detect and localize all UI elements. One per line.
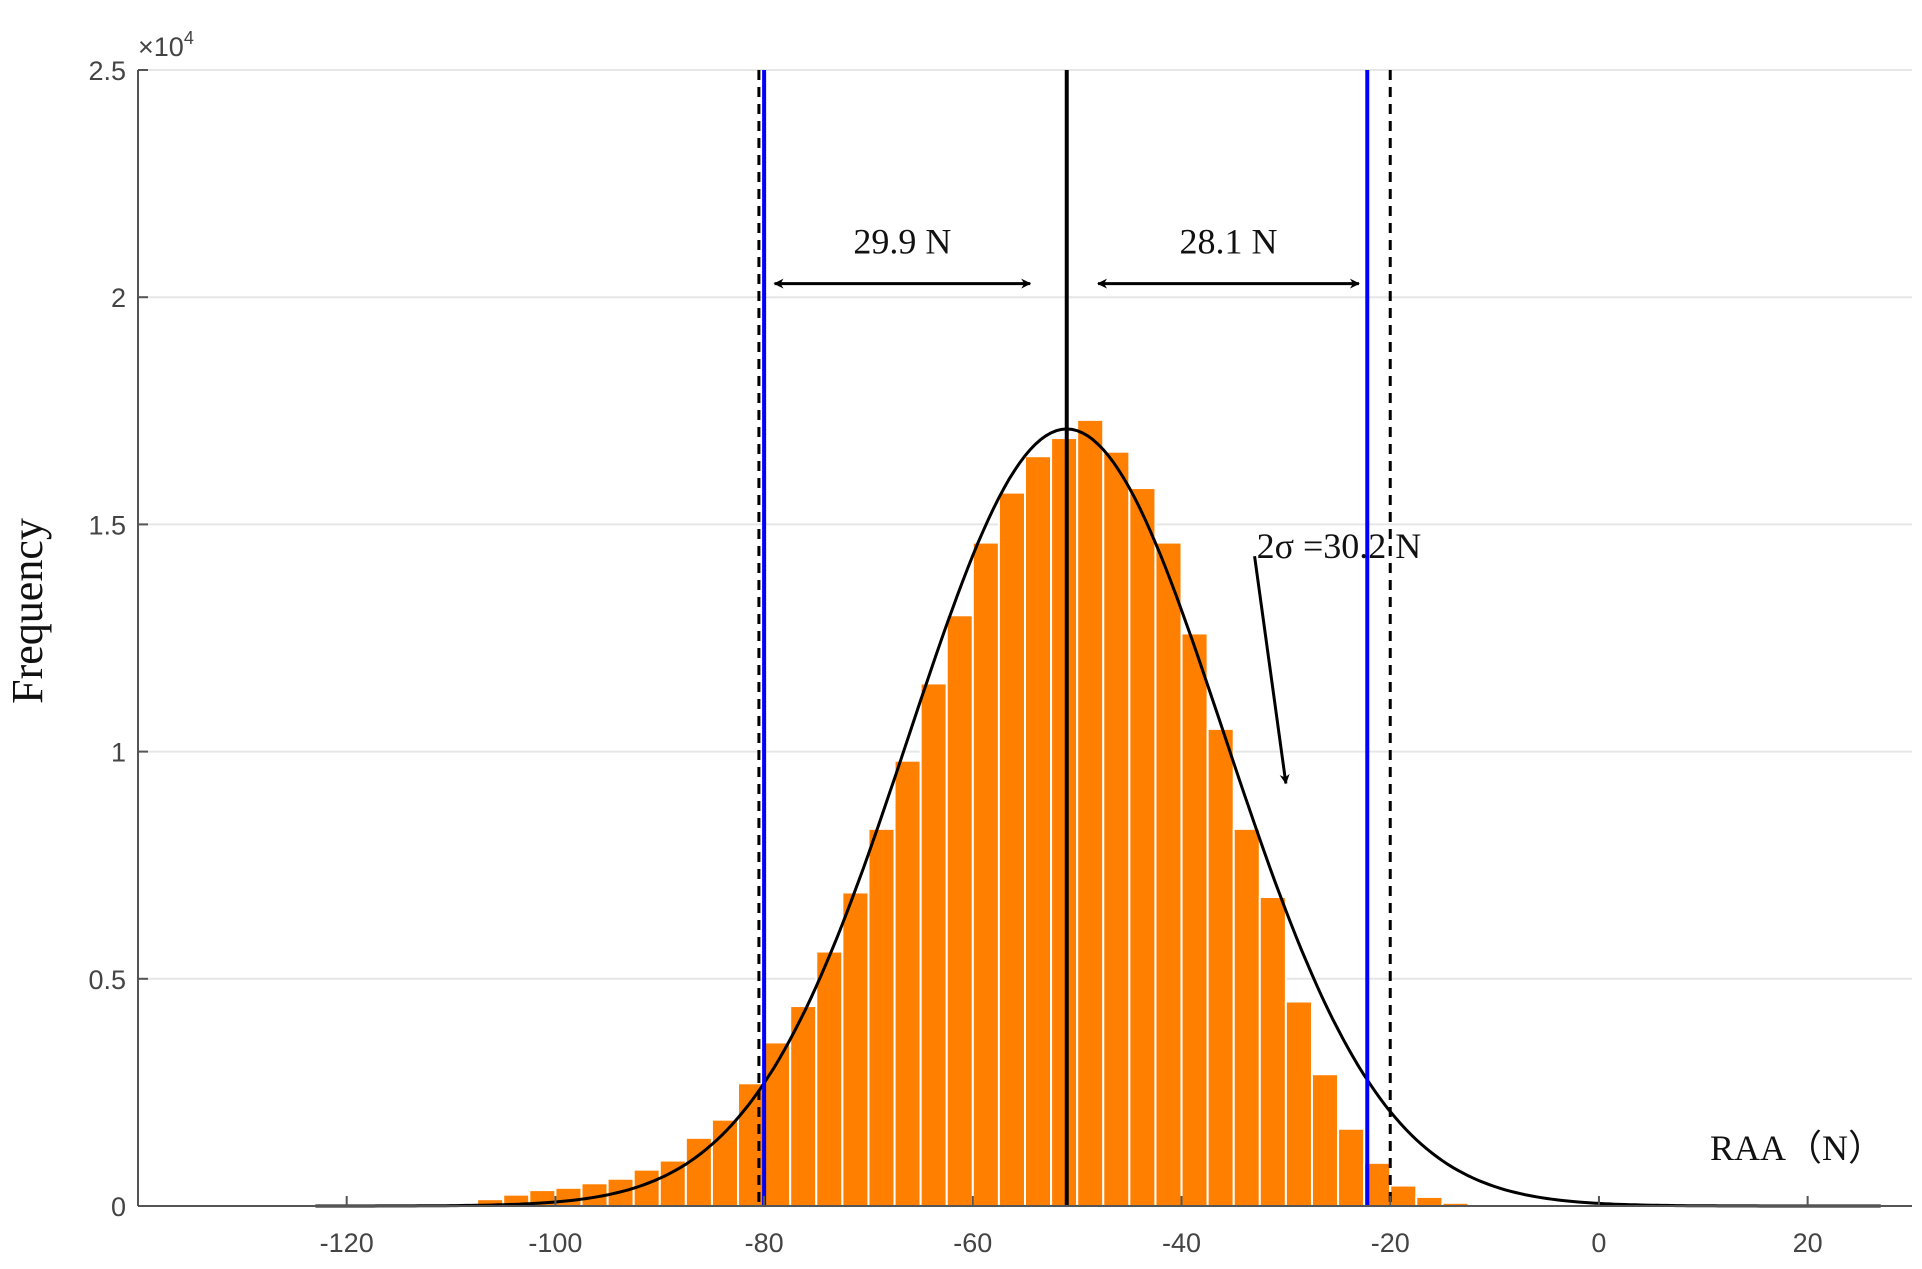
x-tick-label: 0 <box>1591 1228 1606 1258</box>
x-tick-label: -60 <box>953 1228 992 1258</box>
histogram-bar <box>971 541 1000 1207</box>
histogram-bar <box>1154 541 1183 1207</box>
histogram-bar <box>945 614 974 1207</box>
histogram-bar <box>919 682 948 1207</box>
histogram-bar <box>763 1041 792 1208</box>
x-tick-label: -20 <box>1371 1228 1410 1258</box>
histogram-bar <box>1232 827 1261 1208</box>
histogram-bar <box>997 491 1026 1208</box>
histogram-bar <box>1102 450 1131 1208</box>
histogram-bar <box>789 1005 818 1208</box>
annotation-left-range: 29.9 N <box>853 222 951 262</box>
y-axis-exponent: ×104 <box>138 28 194 62</box>
histogram-bar <box>841 891 870 1207</box>
histogram-bar <box>1128 487 1157 1208</box>
histogram-bar <box>1337 1127 1366 1207</box>
tick-labels: -120 -100 -80 -60 -40 -20 0 20 0 0.5 1 1.5 2 2.5 <box>88 56 1822 1258</box>
x-axis-title: RAA（N） <box>1710 1128 1884 1168</box>
y-tick-label: 1.5 <box>88 510 126 540</box>
y-tick-label: 2.5 <box>88 56 126 86</box>
annotations: 29.9 N 28.1 N 2σ =30.2 N <box>773 222 1422 785</box>
histogram-bar <box>554 1186 583 1207</box>
x-tick-label: -100 <box>528 1228 582 1258</box>
x-tick-label: 20 <box>1793 1228 1823 1258</box>
x-tick-label: -40 <box>1162 1228 1201 1258</box>
y-axis-title: Frequency <box>3 518 52 704</box>
histogram-bar <box>815 950 844 1208</box>
pointer-arrow <box>1253 556 1290 785</box>
y-exponent-power: 4 <box>184 28 194 48</box>
y-tick-label: 1 <box>111 738 126 768</box>
normal-fit-curve <box>315 427 1881 1208</box>
normal-fit-layer <box>315 427 1881 1208</box>
histogram-bar <box>1258 896 1287 1207</box>
y-exponent-base: ×10 <box>138 32 184 62</box>
x-tick-label: -120 <box>320 1228 374 1258</box>
x-tick-label: -80 <box>745 1228 784 1258</box>
annotation-two-sigma: 2σ =30.2 N <box>1257 526 1422 566</box>
axes-layer <box>137 70 1912 1207</box>
histogram-bar <box>867 827 896 1208</box>
histogram-bar <box>1180 632 1209 1207</box>
histogram-bar <box>1076 418 1105 1207</box>
y-tick-label: 2 <box>111 283 126 313</box>
histogram-bar <box>1389 1184 1418 1208</box>
y-tick-label: 0 <box>111 1192 126 1222</box>
histogram-bar <box>1284 1000 1313 1208</box>
histogram-bars <box>476 418 1496 1208</box>
annotation-right-range: 28.1 N <box>1179 222 1277 262</box>
histogram-bar <box>1024 455 1053 1207</box>
histogram-bar <box>1206 727 1235 1207</box>
histogram-bar <box>1050 437 1079 1207</box>
histogram-bar <box>893 759 922 1207</box>
histogram-bar <box>1415 1195 1444 1207</box>
reference-lines <box>757 70 1392 1206</box>
y-tick-label: 0.5 <box>88 965 126 995</box>
histogram-bar <box>1310 1073 1340 1207</box>
